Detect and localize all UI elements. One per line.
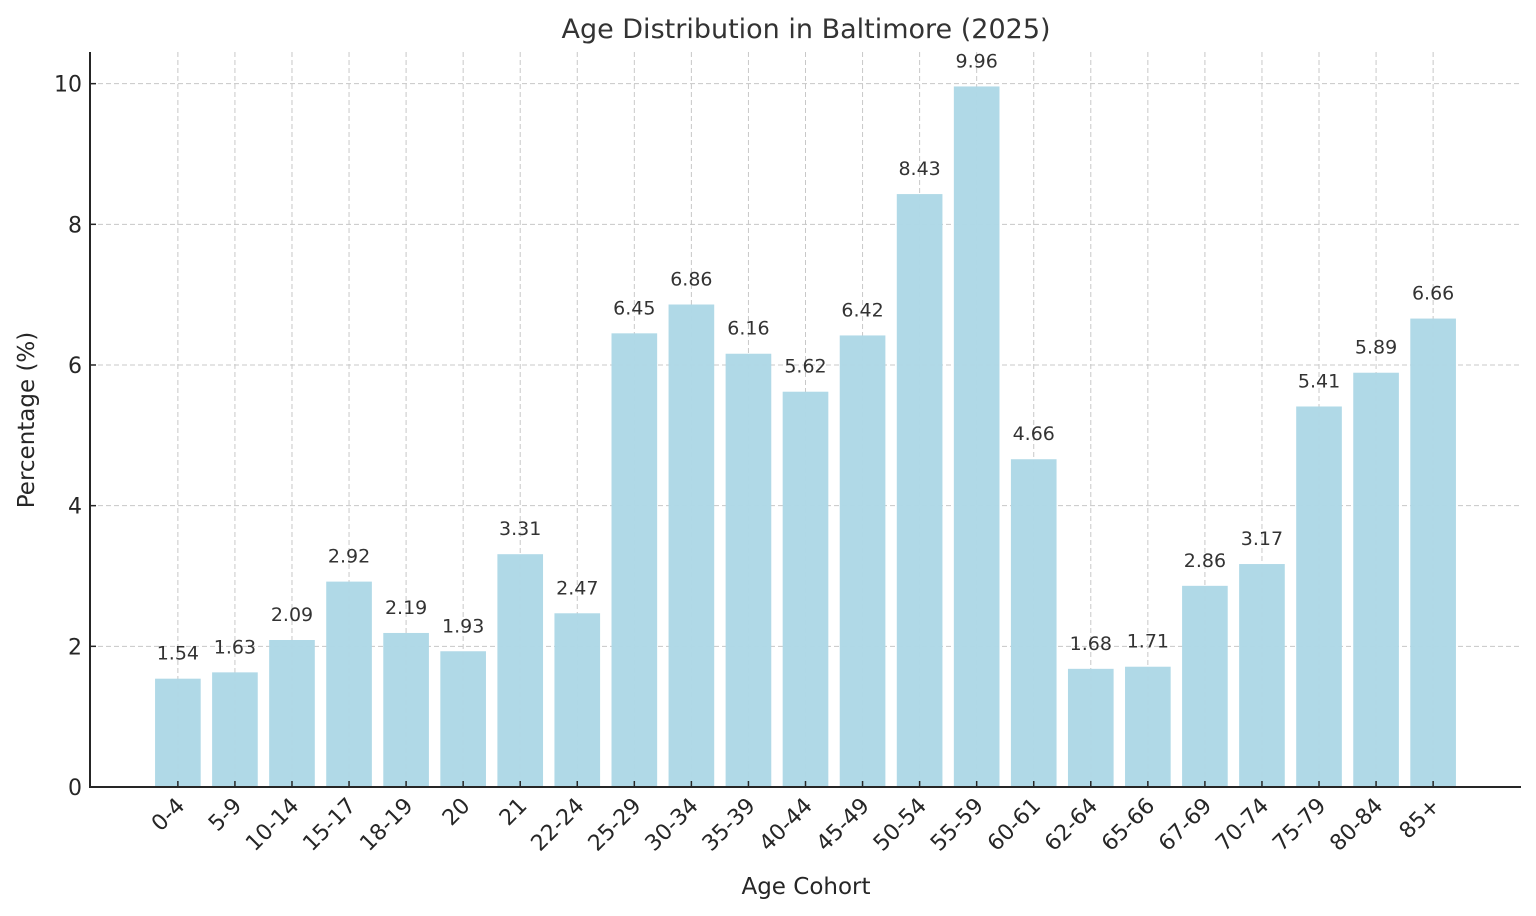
bar	[839, 335, 886, 787]
bar-data-label: 1.68	[1070, 633, 1112, 655]
y-tick-label: 0	[68, 776, 82, 801]
x-tick-label: 70-74	[1211, 794, 1274, 857]
bar	[1010, 459, 1057, 787]
bar	[668, 304, 715, 787]
bar-data-label: 1.93	[442, 615, 484, 637]
bar-data-label: 5.89	[1355, 337, 1397, 359]
bar-data-label: 6.45	[613, 297, 655, 319]
x-tick-label: 45-49	[812, 794, 875, 857]
bar	[155, 678, 201, 787]
x-tick-label: 80-84	[1325, 794, 1388, 857]
x-tick-label: 85+	[1395, 794, 1446, 845]
bar	[212, 672, 258, 787]
bar	[1067, 668, 1114, 787]
x-tick-label: 75-79	[1268, 794, 1331, 857]
x-tick-label: 40-44	[755, 794, 818, 857]
x-tick-label: 55-59	[926, 794, 989, 857]
x-tick-label: 62-64	[1040, 794, 1103, 857]
bar-data-label: 6.66	[1412, 283, 1454, 305]
x-tick-label: 10-14	[241, 794, 304, 857]
y-tick-label: 2	[68, 635, 82, 660]
bar	[554, 613, 601, 787]
bar-data-label: 3.17	[1241, 528, 1283, 550]
y-tick-label: 8	[68, 213, 82, 238]
bar-data-label: 3.31	[499, 518, 541, 540]
bar	[497, 554, 544, 787]
bar	[896, 194, 943, 788]
x-tick-label: 50-54	[869, 794, 932, 857]
chart-title: Age Distribution in Baltimore (2025)	[561, 14, 1050, 45]
x-tick-label: 0-4	[147, 794, 190, 837]
bar	[1353, 372, 1399, 787]
bar	[1182, 585, 1228, 787]
x-tick-label: 18-19	[355, 794, 418, 857]
x-tick-label: 15-17	[298, 794, 361, 857]
bar-data-label: 5.41	[1298, 370, 1340, 392]
bar-data-label: 9.96	[956, 50, 998, 72]
bar-data-label: 4.66	[1013, 423, 1055, 445]
bar	[1296, 406, 1342, 787]
x-tick-label: 21	[495, 794, 532, 831]
bar	[269, 640, 315, 787]
bar	[1410, 318, 1456, 787]
x-tick-label: 30-34	[641, 794, 704, 857]
bar-data-label: 1.54	[157, 643, 199, 665]
bar-data-label: 2.92	[328, 546, 370, 568]
bar	[440, 651, 486, 787]
bar-data-label: 8.43	[898, 158, 940, 180]
x-tick-label: 65-66	[1097, 794, 1160, 857]
x-tick-label: 60-61	[983, 794, 1046, 857]
bar-data-label: 1.63	[214, 636, 256, 658]
bar	[725, 353, 772, 787]
bar	[611, 333, 658, 787]
x-tick-label: 22-24	[527, 794, 590, 857]
y-tick-label: 10	[54, 73, 82, 98]
y-tick-label: 6	[68, 354, 82, 379]
x-tick-label: 25-29	[584, 794, 647, 857]
bars: 1.54 1.63 2.09 2.92 2.19 1.93 3.31 2.47 6.45 6.86…	[155, 50, 1456, 788]
bar-data-label: 6.16	[727, 318, 769, 340]
bar-data-label: 2.19	[385, 597, 427, 619]
bar-data-label: 2.09	[271, 604, 313, 626]
bar-data-label: 2.86	[1184, 550, 1226, 572]
x-tick-label: 67-69	[1154, 794, 1217, 857]
x-tick-label: 5-9	[204, 794, 247, 837]
x-axis-label: Age Cohort	[741, 874, 870, 900]
bar-data-label: 2.47	[556, 577, 598, 599]
x-tick-label: 35-39	[698, 794, 761, 857]
bar-data-label: 5.62	[784, 356, 826, 378]
y-axis-label: Percentage (%)	[14, 332, 40, 509]
bar	[782, 391, 829, 787]
bar	[953, 86, 1000, 787]
bar	[1125, 666, 1171, 787]
bar-data-label: 1.71	[1127, 631, 1169, 653]
bar-data-label: 6.42	[841, 299, 883, 321]
y-tick-label: 4	[68, 495, 82, 520]
bar	[383, 632, 429, 787]
bar-data-label: 6.86	[670, 269, 712, 291]
bar	[326, 581, 372, 787]
x-tick-label: 20	[438, 794, 475, 831]
bar	[1239, 564, 1285, 787]
